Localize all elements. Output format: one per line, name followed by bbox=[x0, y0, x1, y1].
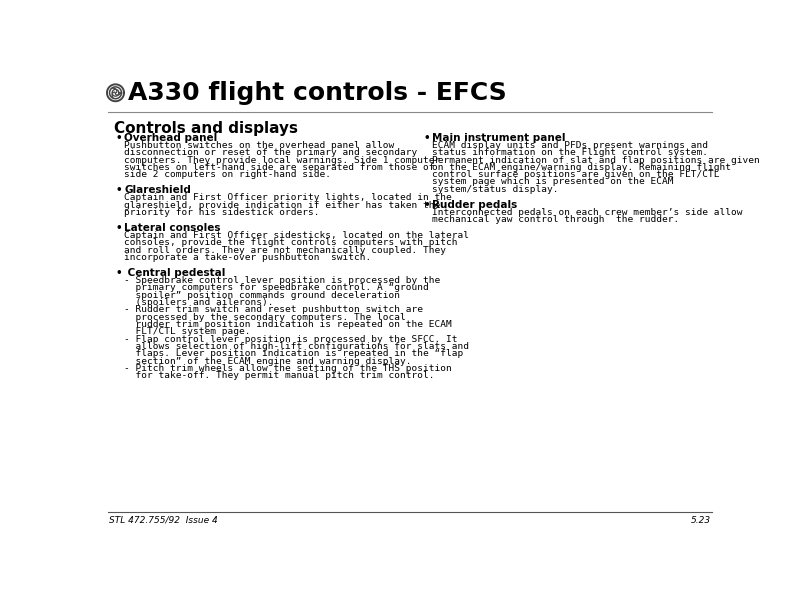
Text: allows selection of high-lift configurations for slats and: allows selection of high-lift configurat… bbox=[124, 342, 469, 351]
Text: - Flap control lever position is processed by the SFCC. It: - Flap control lever position is process… bbox=[124, 335, 458, 344]
Text: system page which is presented on the ECAM: system page which is presented on the EC… bbox=[432, 178, 674, 187]
Text: •: • bbox=[115, 268, 122, 278]
Text: Rudder pedals: Rudder pedals bbox=[432, 200, 517, 210]
Text: and roll orders. They are not mechanically coupled. They: and roll orders. They are not mechanical… bbox=[124, 245, 446, 254]
Text: for take-off. They permit manual pitch trim control.: for take-off. They permit manual pitch t… bbox=[124, 371, 434, 380]
Text: - Pitch trim wheels allow the setting of the THS position: - Pitch trim wheels allow the setting of… bbox=[124, 364, 452, 373]
Text: Permanent indication of slat and flap positions are given: Permanent indication of slat and flap po… bbox=[432, 155, 759, 164]
Text: - Speedbrake control lever position is processed by the: - Speedbrake control lever position is p… bbox=[124, 276, 440, 285]
Text: incorporate a take-over pushbutton  switch.: incorporate a take-over pushbutton switc… bbox=[124, 253, 371, 262]
Text: priority for his sidestick orders.: priority for his sidestick orders. bbox=[124, 208, 319, 217]
Text: status information on the Flight control system.: status information on the Flight control… bbox=[432, 148, 708, 157]
Text: Pushbutton switches on the overhead panel allow: Pushbutton switches on the overhead pane… bbox=[124, 141, 394, 150]
Text: mechanical yaw control through  the rudder.: mechanical yaw control through the rudde… bbox=[432, 215, 679, 224]
Text: Controls and displays: Controls and displays bbox=[114, 121, 298, 136]
Text: •: • bbox=[423, 200, 430, 210]
Text: consoles, provide the flight controls computers with pitch: consoles, provide the flight controls co… bbox=[124, 238, 458, 247]
Text: Interconnected pedals on each crew member’s side allow: Interconnected pedals on each crew membe… bbox=[432, 208, 742, 217]
Text: •: • bbox=[115, 223, 122, 233]
Text: side 2 computers on right-hand side.: side 2 computers on right-hand side. bbox=[124, 170, 331, 179]
Text: processed by the secondary computers. The local: processed by the secondary computers. Th… bbox=[124, 313, 406, 322]
Text: Captain and First Officer priority lights, located in the: Captain and First Officer priority light… bbox=[124, 193, 452, 202]
Text: on the ECAM engine/warning display. Remaining flight: on the ECAM engine/warning display. Rema… bbox=[432, 163, 730, 172]
Text: control surface positions are given on the FLT/CTL: control surface positions are given on t… bbox=[432, 170, 719, 179]
Text: (spoilers and ailerons).: (spoilers and ailerons). bbox=[124, 298, 274, 307]
Text: Captain and First Officer sidesticks, located on the lateral: Captain and First Officer sidesticks, lo… bbox=[124, 231, 469, 240]
Text: Glareshield: Glareshield bbox=[124, 185, 191, 195]
Text: flaps. Lever position indication is repeated in the “flap: flaps. Lever position indication is repe… bbox=[124, 349, 463, 358]
Text: •: • bbox=[115, 133, 122, 143]
Text: rudder trim position indication is repeated on the ECAM: rudder trim position indication is repea… bbox=[124, 320, 452, 329]
Text: disconnection or reset of the primary and secondary: disconnection or reset of the primary an… bbox=[124, 148, 418, 157]
Text: Central pedestal: Central pedestal bbox=[124, 268, 226, 278]
Text: •: • bbox=[423, 133, 430, 143]
Text: 5.23: 5.23 bbox=[690, 515, 710, 524]
Text: switches on left-hand side are separated from those of: switches on left-hand side are separated… bbox=[124, 163, 434, 172]
Text: •: • bbox=[115, 185, 122, 195]
Text: A330 flight controls - EFCS: A330 flight controls - EFCS bbox=[128, 81, 506, 105]
Text: FLT/CTL system page.: FLT/CTL system page. bbox=[124, 327, 250, 336]
Text: glareshield, provide indication if either has taken the: glareshield, provide indication if eithe… bbox=[124, 200, 440, 209]
Text: ECAM display units and PFDs present warnings and: ECAM display units and PFDs present warn… bbox=[432, 141, 708, 150]
Text: Overhead panel: Overhead panel bbox=[124, 133, 218, 143]
Text: system/status display.: system/status display. bbox=[432, 185, 558, 194]
Text: Lateral consoles: Lateral consoles bbox=[124, 223, 221, 233]
Text: section” of the ECAM engine and warning display.: section” of the ECAM engine and warning … bbox=[124, 356, 411, 365]
Text: primary computers for speedbrake control. A “ground: primary computers for speedbrake control… bbox=[124, 283, 429, 292]
Text: computers. They provide local warnings. Side 1 computer: computers. They provide local warnings. … bbox=[124, 155, 440, 164]
Text: spoiler” position commands ground deceleration: spoiler” position commands ground decele… bbox=[124, 290, 400, 299]
Text: - Rudder trim switch and reset pushbutton switch are: - Rudder trim switch and reset pushbutto… bbox=[124, 305, 423, 314]
Text: STL 472.755/92  Issue 4: STL 472.755/92 Issue 4 bbox=[110, 515, 218, 524]
Text: Main instrument panel: Main instrument panel bbox=[432, 133, 565, 143]
